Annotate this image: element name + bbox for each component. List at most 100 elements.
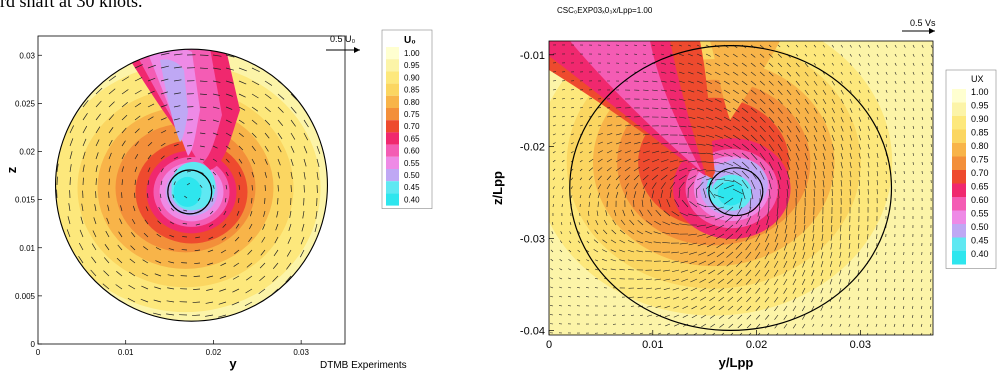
vector-arrow	[708, 287, 716, 293]
vector-arrow	[303, 80, 311, 88]
vector-arrow	[786, 44, 790, 48]
vector-arrow	[239, 42, 248, 45]
vector-arrow	[218, 314, 227, 318]
vector-arrow	[166, 313, 175, 316]
vector-arrow	[549, 314, 554, 316]
vector-arrow	[669, 189, 672, 199]
vector-arrow	[912, 71, 915, 75]
reference-vector-head	[354, 47, 360, 53]
vector-arrow	[723, 134, 732, 140]
colorbar-swatch	[386, 108, 399, 121]
vector-arrow	[813, 170, 816, 179]
vector-arrow	[802, 269, 806, 277]
x-axis-label: y/Lpp	[719, 355, 754, 370]
vector-arrow	[238, 184, 241, 190]
vector-arrow	[820, 269, 824, 277]
colorbar-tick-label: 0.95	[404, 61, 420, 70]
vector-arrow	[822, 116, 827, 123]
vector-arrow	[88, 309, 97, 316]
vector-arrow	[69, 86, 76, 95]
vector-arrow	[135, 39, 143, 42]
vector-arrow	[735, 215, 743, 225]
vector-arrow	[134, 128, 140, 134]
vector-arrow	[297, 288, 305, 296]
vector-arrow	[822, 188, 824, 197]
vector-arrow	[671, 269, 680, 273]
vector-arrow	[813, 98, 818, 105]
vector-arrow	[857, 251, 860, 258]
vector-arrow	[811, 260, 815, 268]
vector-arrow	[759, 89, 766, 95]
vector-arrow	[849, 170, 852, 178]
vector-arrow	[795, 80, 800, 86]
vector-arrow	[894, 125, 897, 129]
vector-arrow	[867, 71, 870, 75]
vector-arrow	[640, 323, 644, 326]
vector-arrow	[745, 242, 752, 251]
vector-arrow	[732, 152, 742, 159]
vector-arrow	[777, 89, 783, 96]
vector-arrow	[802, 260, 806, 268]
vector-arrow	[759, 98, 766, 105]
vector-arrow	[207, 262, 214, 266]
colorbar-tick-label: 0.50	[971, 222, 989, 232]
vector-arrow	[764, 287, 770, 294]
vector-arrow	[660, 89, 667, 92]
vector-arrow	[764, 305, 770, 312]
vector-arrow	[804, 161, 808, 170]
vector-arrow	[768, 62, 774, 68]
vector-arrow	[597, 175, 602, 181]
vector-arrow	[840, 125, 844, 132]
vector-arrow	[195, 223, 201, 226]
vector-arrow	[264, 132, 270, 139]
vector-arrow	[645, 278, 653, 280]
vector-arrow	[768, 152, 774, 161]
vector-arrow	[63, 308, 71, 316]
vector-arrow	[642, 182, 648, 190]
colorbar-tick-label: 0.95	[971, 101, 989, 111]
vector-arrow	[857, 269, 860, 276]
vector-arrow	[689, 201, 698, 208]
vector-arrow	[718, 314, 725, 319]
vector-arrow	[316, 93, 323, 102]
vector-arrow	[290, 54, 299, 61]
vector-arrow	[867, 116, 870, 120]
vector-arrow	[717, 278, 725, 284]
colorbar-tick-label: 0.70	[971, 168, 989, 178]
vector-arrow	[593, 239, 599, 244]
vector-arrow	[628, 230, 635, 235]
vector-arrow	[265, 42, 273, 46]
vector-arrow	[750, 134, 758, 142]
vector-arrow	[114, 324, 122, 328]
vector-arrow	[570, 195, 573, 199]
vector-arrow	[786, 134, 792, 142]
vector-arrow	[148, 39, 157, 42]
vector-arrow	[930, 143, 932, 147]
vector-arrow	[921, 44, 924, 48]
vector-arrow	[147, 90, 155, 95]
vector-arrow	[783, 287, 788, 294]
vector-arrow	[146, 193, 149, 199]
vector-arrow	[624, 116, 631, 118]
vector-arrow	[725, 242, 734, 250]
vector-arrow	[831, 44, 835, 48]
vector-arrow	[184, 195, 188, 199]
vector-arrow	[795, 107, 801, 114]
colorbar-swatch	[386, 47, 399, 60]
vector-arrow	[858, 179, 861, 186]
vector-arrow	[849, 143, 853, 150]
vector-arrow	[109, 38, 117, 42]
vector-arrow	[316, 145, 321, 154]
vector-arrow	[231, 301, 240, 306]
vector-arrow	[696, 44, 700, 47]
vector-arrow	[222, 223, 227, 228]
vector-arrow	[723, 80, 730, 85]
vector-arrow	[804, 116, 809, 124]
vector-arrow	[160, 91, 168, 95]
vector-arrow	[894, 107, 897, 111]
vector-arrow	[866, 323, 869, 327]
vector-arrow	[658, 199, 662, 208]
vector-arrow	[624, 166, 631, 172]
vector-arrow	[741, 71, 748, 76]
vector-arrow	[821, 332, 824, 335]
